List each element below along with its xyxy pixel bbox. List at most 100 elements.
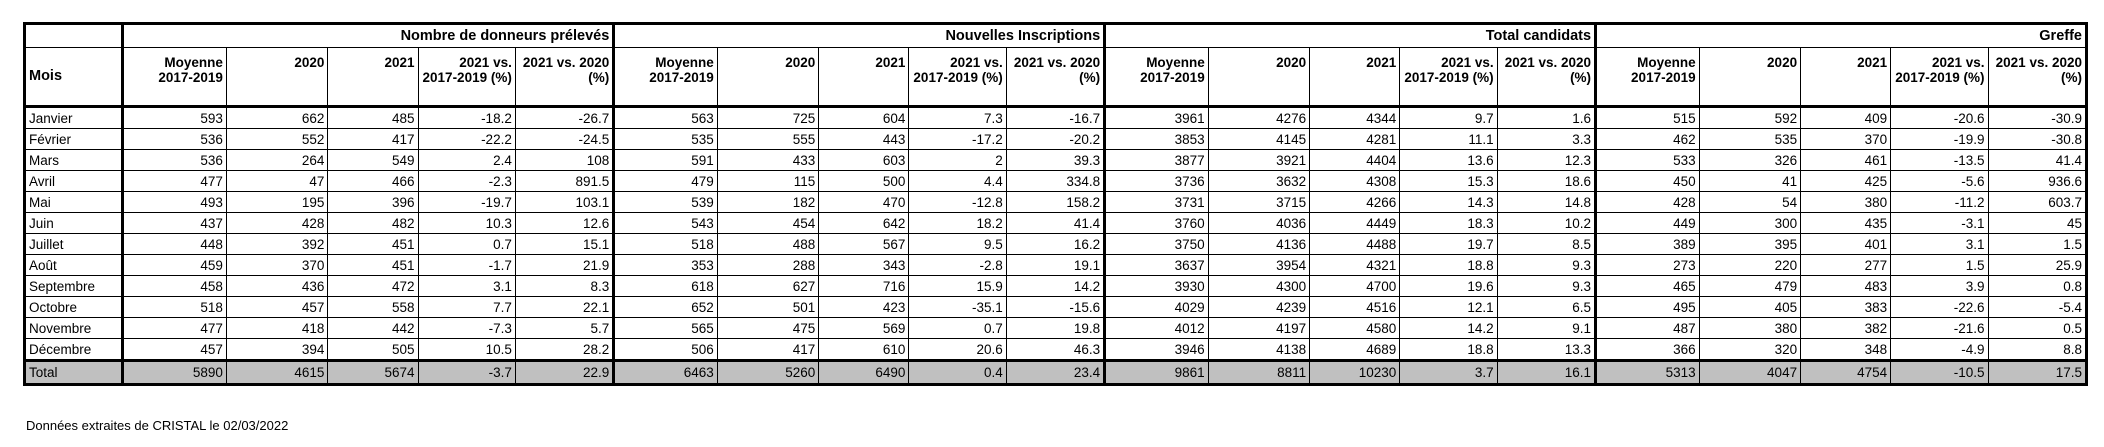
value-cell: 482 <box>327 212 419 234</box>
corner-cell <box>23 23 124 48</box>
value-cell: -21.6 <box>1890 317 1989 339</box>
value-cell: 4029 <box>1103 296 1209 318</box>
table-row: Mars 536 264 549 2.4 108 591 433 603 2 39.3 3877 392… <box>23 149 2088 171</box>
month-cell: Décembre <box>23 338 124 361</box>
column-header: 2020 <box>225 47 329 108</box>
data-table: Nombre de donneurs prélevés Nouvelles In… <box>23 22 2088 386</box>
table-row: Août 459 370 451 -1.7 21.9 353 288 343 -2.8 19.1 36… <box>23 254 2088 276</box>
table-row: Juin 437 428 482 10.3 12.6 543 454 642 18.2 41.4 37… <box>23 212 2088 234</box>
value-cell: 10.5 <box>417 338 516 361</box>
total-row: Total 5890 4615 5674 -3.7 22.9 6463 5260 6490 0.4… <box>23 359 2088 385</box>
value-cell: 3853 <box>1103 128 1209 150</box>
value-cell: 435 <box>1800 212 1892 234</box>
value-cell: -22.2 <box>417 128 516 150</box>
value-cell: 505 <box>327 338 419 361</box>
value-cell: 9.3 <box>1496 254 1597 276</box>
value-cell: 652 <box>612 296 718 318</box>
month-cell: Juin <box>23 212 124 234</box>
value-cell: 19.7 <box>1399 233 1498 255</box>
value-cell: 506 <box>612 338 718 361</box>
column-header: 2021 vs. 2020 (%) <box>1005 47 1106 108</box>
month-cell: Septembre <box>23 275 124 297</box>
value-cell: 103.1 <box>514 191 615 213</box>
value-cell: 443 <box>818 128 910 150</box>
value-cell: 642 <box>818 212 910 234</box>
value-cell: -20.6 <box>1890 106 1989 129</box>
value-cell: -18.2 <box>417 106 516 129</box>
value-cell: 627 <box>716 275 820 297</box>
value-cell: 395 <box>1698 233 1802 255</box>
value-cell: 417 <box>716 338 820 361</box>
value-cell: 1.5 <box>1890 254 1989 276</box>
group-header-inscriptions: Nouvelles Inscriptions <box>612 23 1106 48</box>
column-header: 2021 vs. 2020 (%) <box>1496 47 1597 108</box>
value-cell: 220 <box>1698 254 1802 276</box>
value-cell: 552 <box>225 128 329 150</box>
value-cell: 501 <box>716 296 820 318</box>
value-cell: 22.1 <box>514 296 615 318</box>
value-cell: 19.1 <box>1005 254 1106 276</box>
value-cell: 41.4 <box>1005 212 1106 234</box>
value-cell: 0.7 <box>908 317 1007 339</box>
value-cell: 4145 <box>1207 128 1311 150</box>
column-header: 2021 vs. 2017-2019 (%) <box>417 47 516 108</box>
value-cell: 14.2 <box>1399 317 1498 339</box>
value-cell: 288 <box>716 254 820 276</box>
value-cell: 12.3 <box>1496 149 1597 171</box>
value-cell: -12.8 <box>908 191 1007 213</box>
value-cell: 891.5 <box>514 170 615 192</box>
value-cell: -35.1 <box>908 296 1007 318</box>
value-cell: 334.8 <box>1005 170 1106 192</box>
column-header: 2020 <box>1207 47 1311 108</box>
value-cell: 4239 <box>1207 296 1311 318</box>
column-header: 2021 vs. 2017-2019 (%) <box>1890 47 1989 108</box>
value-cell: 264 <box>225 149 329 171</box>
table-row: Février 536 552 417 -22.2 -24.5 535 555 443 -17.2… <box>23 128 2088 150</box>
value-cell: -7.3 <box>417 317 516 339</box>
value-cell: 592 <box>1698 106 1802 129</box>
value-cell: 0.7 <box>417 233 516 255</box>
value-cell: 10230 <box>1309 359 1401 385</box>
value-cell: 14.3 <box>1399 191 1498 213</box>
value-cell: 458 <box>121 275 227 297</box>
value-cell: 2.4 <box>417 149 516 171</box>
value-cell: 618 <box>612 275 718 297</box>
value-cell: 45 <box>1987 212 2088 234</box>
value-cell: 23.4 <box>1005 359 1106 385</box>
value-cell: 536 <box>121 128 227 150</box>
value-cell: 6490 <box>818 359 910 385</box>
table-row: Juillet 448 392 451 0.7 15.1 518 488 567 9.5 16.2 3… <box>23 233 2088 255</box>
value-cell: 3961 <box>1103 106 1209 129</box>
value-cell: 4308 <box>1309 170 1401 192</box>
value-cell: 10.2 <box>1496 212 1597 234</box>
value-cell: 401 <box>1800 233 1892 255</box>
value-cell: -24.5 <box>514 128 615 150</box>
column-header-row: Mois Moyenne 2017-2019 2020 2021 2021 vs. 2… <box>23 47 2088 108</box>
value-cell: -15.6 <box>1005 296 1106 318</box>
value-cell: 483 <box>1800 275 1892 297</box>
value-cell: 182 <box>716 191 820 213</box>
value-cell: 470 <box>818 191 910 213</box>
value-cell: 428 <box>1594 191 1700 213</box>
value-cell: 567 <box>818 233 910 255</box>
value-cell: 4276 <box>1207 106 1311 129</box>
value-cell: 348 <box>1800 338 1892 361</box>
footer-note: Données extraites de CRISTAL le 02/03/20… <box>26 418 289 433</box>
value-cell: 6463 <box>612 359 718 385</box>
value-cell: 394 <box>225 338 329 361</box>
value-cell: 603 <box>818 149 910 171</box>
value-cell: 417 <box>327 128 419 150</box>
value-cell: 3877 <box>1103 149 1209 171</box>
value-cell: 3731 <box>1103 191 1209 213</box>
value-cell: -13.5 <box>1890 149 1989 171</box>
month-cell: Février <box>23 128 124 150</box>
value-cell: 5.7 <box>514 317 615 339</box>
value-cell: -10.5 <box>1890 359 1989 385</box>
value-cell: 555 <box>716 128 820 150</box>
value-cell: 8811 <box>1207 359 1311 385</box>
value-cell: 425 <box>1800 170 1892 192</box>
value-cell: 479 <box>612 170 718 192</box>
table-row: Mai 493 195 396 -19.7 103.1 539 182 470 -12.8 158.… <box>23 191 2088 213</box>
value-cell: 549 <box>327 149 419 171</box>
value-cell: 3.1 <box>417 275 516 297</box>
